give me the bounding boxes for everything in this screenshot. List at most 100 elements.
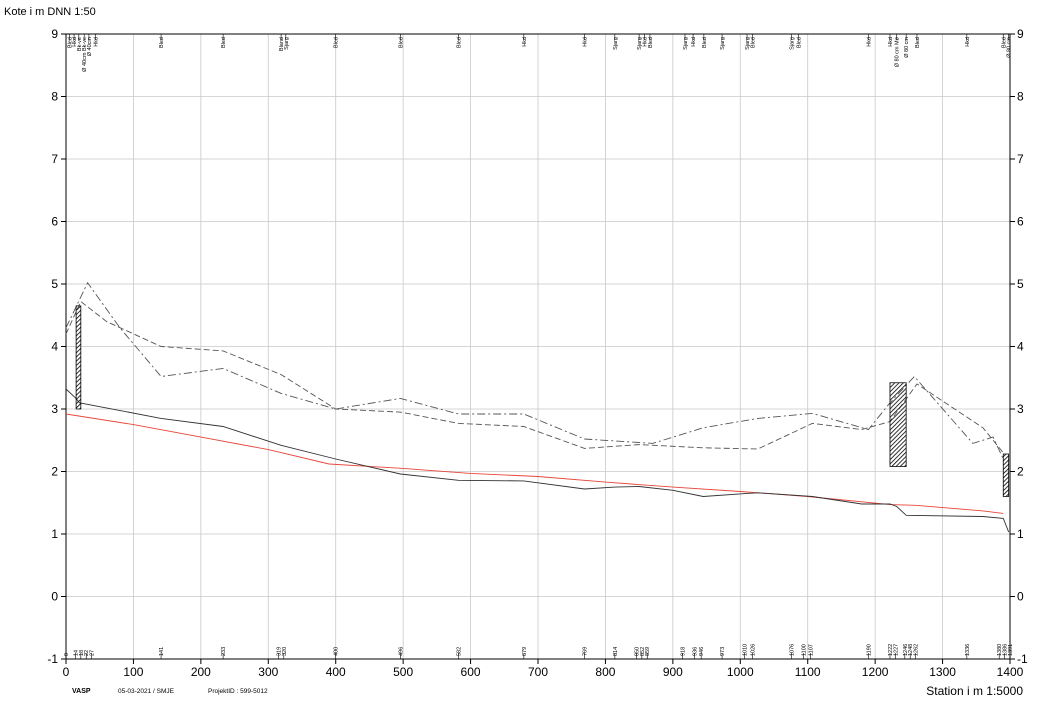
bottom-label: 14	[73, 650, 79, 656]
y-tick-label-left: 8	[51, 90, 58, 104]
series-line-3	[65, 300, 1004, 454]
bottom-label: 936	[692, 647, 698, 656]
y-tick-label-right: 9	[1017, 27, 1024, 41]
bottom-label: 918	[680, 647, 686, 656]
top-label: Bland	[279, 37, 285, 51]
bottom-label: 859	[645, 647, 651, 656]
bottom-label: 1336	[965, 644, 971, 656]
bottom-label: 320	[282, 647, 288, 656]
x-tick-label: 1300	[929, 665, 956, 679]
y-tick-label-right: 8	[1017, 90, 1024, 104]
top-label: Bled	[159, 37, 165, 48]
top-label: Ø 40cm	[87, 37, 93, 57]
top-label: Bled	[221, 37, 227, 48]
top-label: Ø 80 cm	[904, 37, 910, 58]
top-label: Ø 80 cm Mø	[895, 36, 901, 67]
bottom-label: 1386	[1003, 644, 1009, 656]
series-line-2	[65, 388, 1010, 533]
bottom-label: 1100	[802, 644, 808, 656]
bottom-label: 852	[640, 647, 646, 656]
x-tick-label: 800	[595, 665, 615, 679]
bottom-label: 0	[64, 653, 70, 656]
x-tick-label: 300	[258, 665, 278, 679]
bottom-label: 27	[90, 650, 96, 656]
top-label: Sjarg	[284, 37, 290, 50]
bottom-label: 1391	[1008, 644, 1014, 656]
bottom-label: 1248	[908, 644, 914, 656]
top-label: Ø 40cm Bk-ve	[82, 37, 88, 72]
top-label: Bled	[1001, 37, 1007, 48]
top-label: Bled	[334, 37, 340, 48]
x-tick-label: 100	[123, 665, 143, 679]
bottom-label: 141	[159, 647, 165, 656]
bottom-label: 1010	[742, 644, 748, 656]
y-tick-label-left: 7	[51, 152, 58, 166]
bottom-labels: 0 14 18 22 27 141 233 319 320 400 496 582 679 769 814 8…	[64, 644, 1014, 659]
bottom-label: 1190	[866, 644, 872, 656]
x-axis-title: Station i m 1:5000	[926, 684, 1023, 698]
y-tick-label-left: 6	[51, 215, 58, 229]
y-tick-label-left: 5	[51, 277, 58, 291]
top-label: Bled	[796, 37, 802, 48]
top-label: Hkd	[72, 37, 78, 47]
y-tick-label-right: 6	[1017, 215, 1024, 229]
bottom-label: 814	[613, 647, 619, 656]
bottom-label: 769	[583, 647, 589, 656]
bottom-label: 679	[522, 647, 528, 656]
top-label: Hkd	[691, 37, 697, 47]
bottom-label: 319	[276, 647, 282, 656]
y-tick-label-right: 7	[1017, 152, 1024, 166]
x-tick-label: 1400	[997, 665, 1024, 679]
y-tick-label-left: 3	[51, 402, 58, 416]
y-tick-label-left: 9	[51, 27, 58, 41]
top-label: Bled	[67, 37, 73, 48]
structure-3	[1002, 453, 1010, 497]
bottom-label: 400	[334, 647, 340, 656]
top-label: Hkd	[888, 37, 894, 47]
top-label: Bled	[398, 37, 404, 48]
top-label: Sjarg	[790, 37, 796, 50]
x-tick-label: 500	[393, 665, 413, 679]
bottom-label: 1262	[914, 644, 920, 656]
y-tick-label-left: 4	[51, 340, 58, 354]
top-label: Bled	[750, 37, 756, 48]
x-tick-label: 200	[191, 665, 211, 679]
footer-brand: VASP	[72, 688, 91, 695]
x-tick-label: 900	[663, 665, 683, 679]
y-tick-label-left: 1	[51, 527, 58, 541]
top-label: Bled	[702, 37, 708, 48]
y-tick-label-right: 0	[1017, 590, 1024, 604]
bottom-label: 1227	[893, 644, 899, 656]
bottom-label: 22	[84, 650, 90, 656]
series-line-1	[65, 413, 1004, 514]
y-tick-label-right: 5	[1017, 277, 1024, 291]
top-label: Hkd	[522, 37, 528, 47]
series-group	[65, 281, 1010, 533]
x-tick-label: 1000	[727, 665, 754, 679]
bottom-label: 1026	[750, 644, 756, 656]
series-line-4	[65, 281, 1004, 460]
top-label: Bled	[915, 37, 921, 48]
top-label: Sjarg	[637, 37, 643, 50]
top-label: Sjarg	[745, 37, 751, 50]
structure-1	[75, 305, 82, 410]
top-label: Hkd	[583, 37, 589, 47]
footer-date-user: 05-03-2021 / SMJE	[118, 688, 175, 695]
bottom-label: 946	[699, 647, 705, 656]
structures-group	[75, 305, 1010, 497]
y-tick-label-right: 2	[1017, 465, 1024, 479]
bottom-label: 496	[398, 647, 404, 656]
y-tick-label-left: 0	[51, 590, 58, 604]
y-tick-label-left: 2	[51, 465, 58, 479]
bottom-label: 1222	[888, 644, 894, 656]
bottom-label: 973	[720, 647, 726, 656]
bottom-label: 1380	[997, 644, 1003, 656]
top-label: Sjarg	[720, 37, 726, 50]
top-label: Hkd	[94, 37, 100, 47]
y-tick-label-right: -1	[1017, 652, 1028, 666]
x-tick-label: 600	[461, 665, 481, 679]
y-axis-title: Kote i m DNN 1:50	[4, 6, 96, 18]
bottom-label: 1246	[903, 644, 909, 656]
